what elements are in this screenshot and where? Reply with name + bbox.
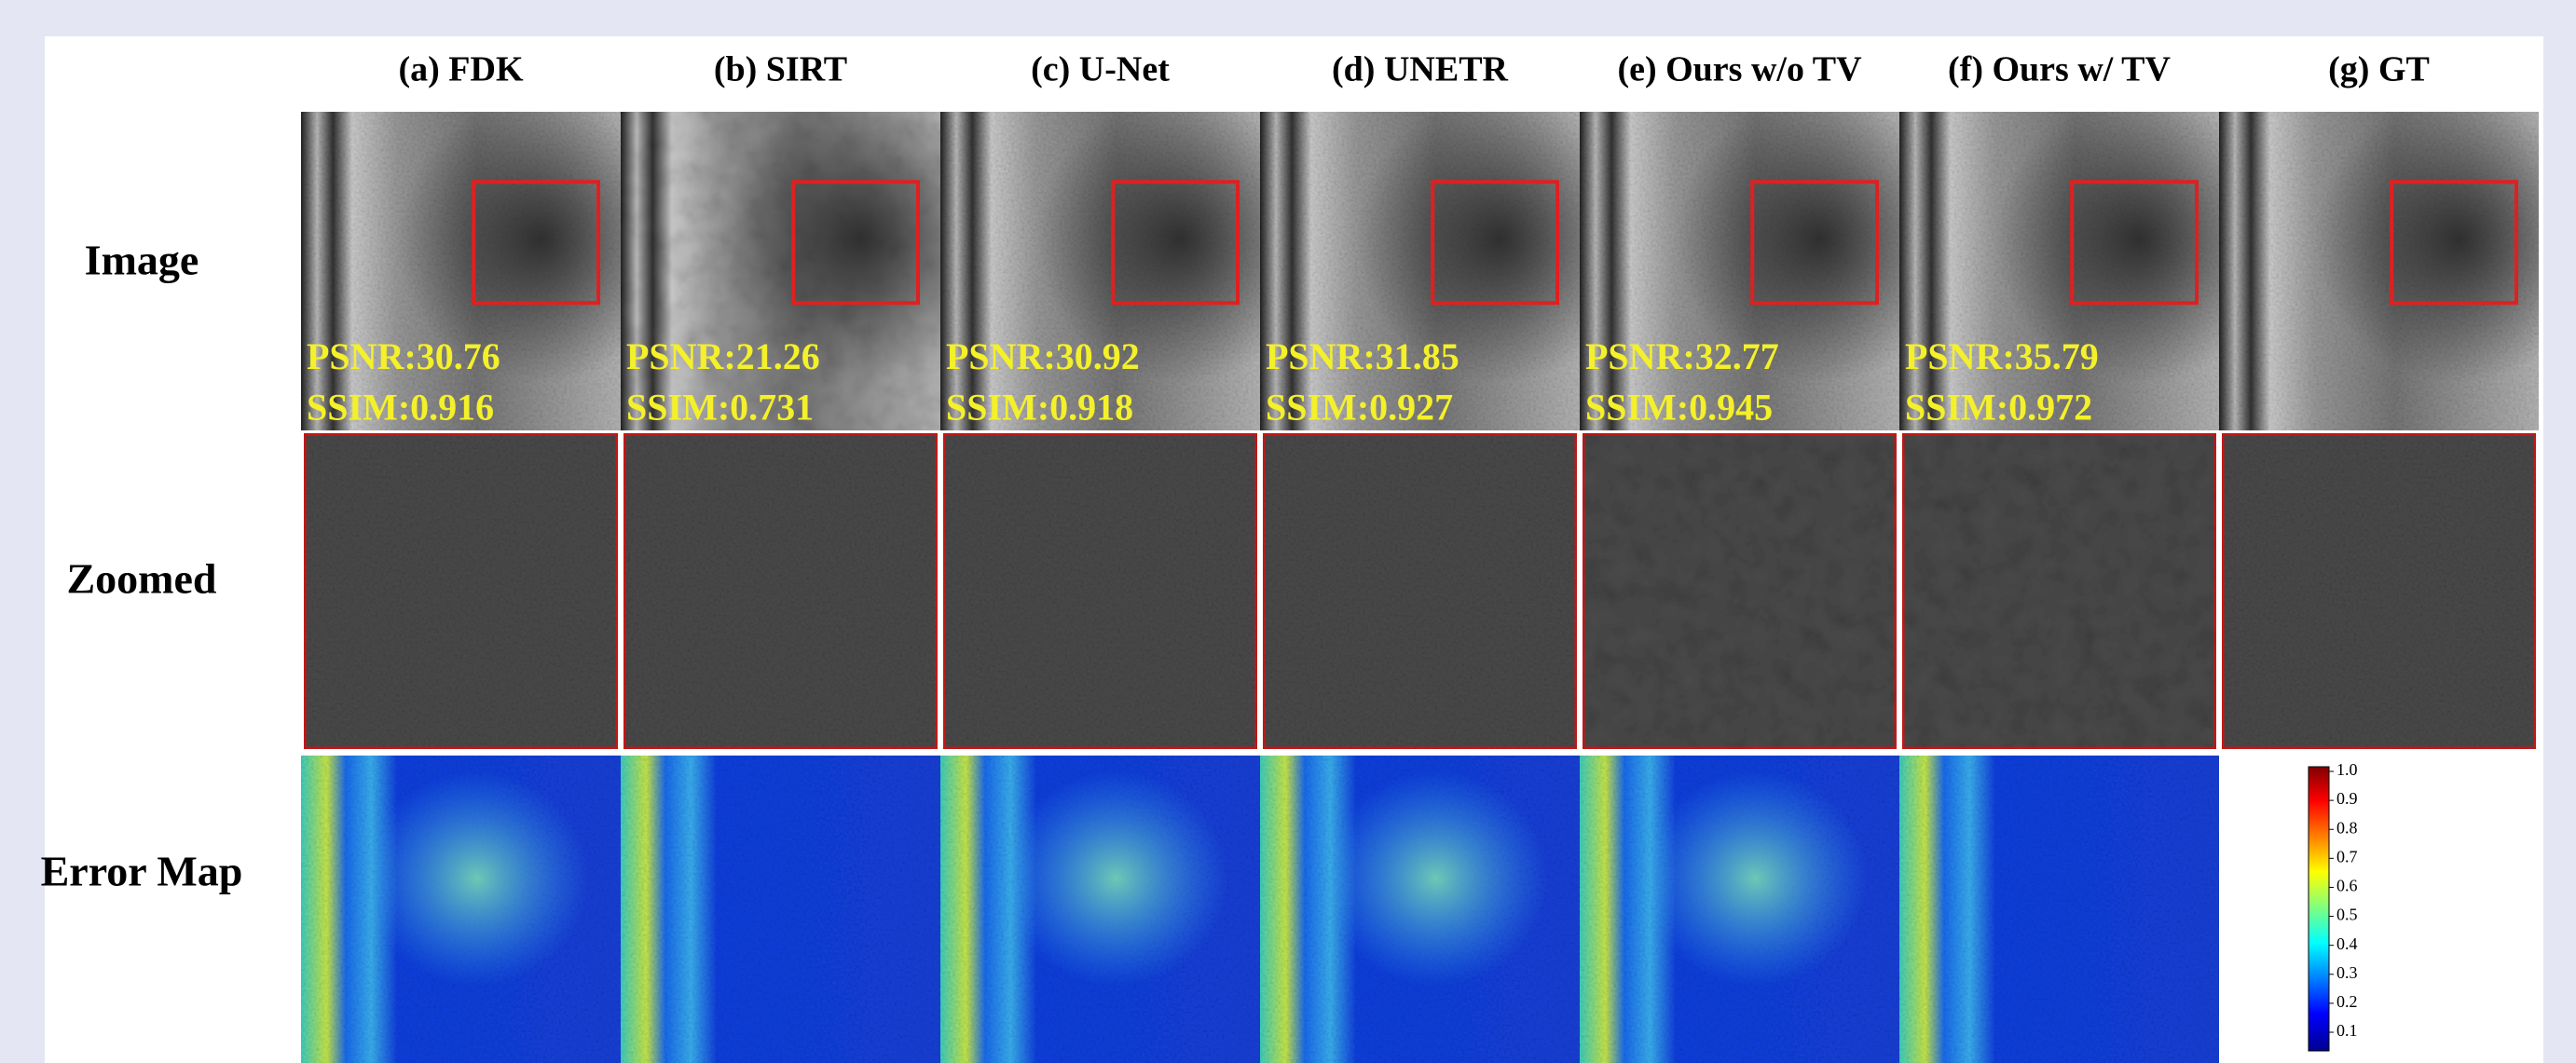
lung-region: [1899, 112, 2219, 430]
colorbar-label: 0.3: [2336, 963, 2358, 982]
figure: Image Zoomed Error Map (a) FDK PSNR:30.76 SSI…: [0, 0, 2576, 1063]
lung-region: [940, 112, 1260, 430]
lung-region: [1580, 112, 1899, 430]
psnr: PSNR:32.77: [1585, 335, 1779, 377]
column-title: (c) U-Net: [1031, 50, 1170, 89]
colorbar-label: 0.5: [2336, 906, 2358, 924]
column-title: (d) UNETR: [1332, 50, 1509, 89]
ssim: SSIM:0.927: [1266, 387, 1453, 429]
error-hotspot: [301, 756, 621, 1063]
psnr: PSNR:21.26: [626, 335, 820, 377]
lung-region: [621, 112, 940, 430]
page: Image Zoomed Error Map (a) FDK PSNR:30.76 SSI…: [0, 0, 2576, 1063]
ssim: SSIM:0.916: [307, 387, 494, 429]
error-hotspot: [940, 756, 1260, 1063]
column-title: (e) Ours w/o TV: [1617, 50, 1862, 89]
colorbar-label: 0.8: [2336, 818, 2358, 837]
ssim: SSIM:0.945: [1585, 387, 1773, 429]
colorbar-label: 0.7: [2336, 847, 2358, 865]
colorbar-label: 0.9: [2336, 789, 2358, 808]
error-map: [621, 756, 940, 1063]
psnr: PSNR:30.92: [946, 335, 1140, 377]
zoomed: [1902, 433, 2216, 749]
zoomed: [943, 433, 1257, 749]
lung-region: [1260, 112, 1580, 430]
error-map: [1899, 756, 2219, 1063]
ssim: SSIM:0.918: [946, 387, 1133, 429]
colorbar: [2309, 767, 2329, 1051]
zoomed: [2222, 433, 2536, 749]
zoomed: [1263, 433, 1577, 749]
colorbar-label: 0.1: [2336, 1021, 2358, 1040]
column-title: (a) FDK: [398, 50, 523, 89]
zoomed: [1583, 433, 1897, 749]
psnr: PSNR:31.85: [1266, 335, 1459, 377]
ssim: SSIM:0.731: [626, 387, 814, 429]
lung-region: [2219, 112, 2539, 430]
column-title: (g) GT: [2328, 50, 2430, 89]
column-title: (f) Ours w/ TV: [1948, 50, 2171, 89]
column-title: (b) SIRT: [714, 50, 847, 89]
lung-region: [301, 112, 621, 430]
row-label: Zoomed: [67, 555, 217, 603]
psnr: PSNR:30.76: [307, 335, 500, 377]
ssim: SSIM:0.972: [1905, 387, 2092, 429]
error-hotspot: [1580, 756, 1899, 1063]
error-hotspot: [1260, 756, 1580, 1063]
colorbar-label: 1.0: [2336, 760, 2358, 779]
colorbar-label: 0.6: [2336, 877, 2358, 895]
row-label: Error Map: [41, 848, 243, 895]
zoomed: [623, 433, 938, 749]
psnr: PSNR:35.79: [1905, 335, 2099, 377]
zoomed: [304, 433, 618, 749]
colorbar-label: 0.4: [2336, 934, 2358, 953]
row-label: Image: [85, 237, 199, 284]
colorbar-label: 0.2: [2336, 992, 2358, 1011]
